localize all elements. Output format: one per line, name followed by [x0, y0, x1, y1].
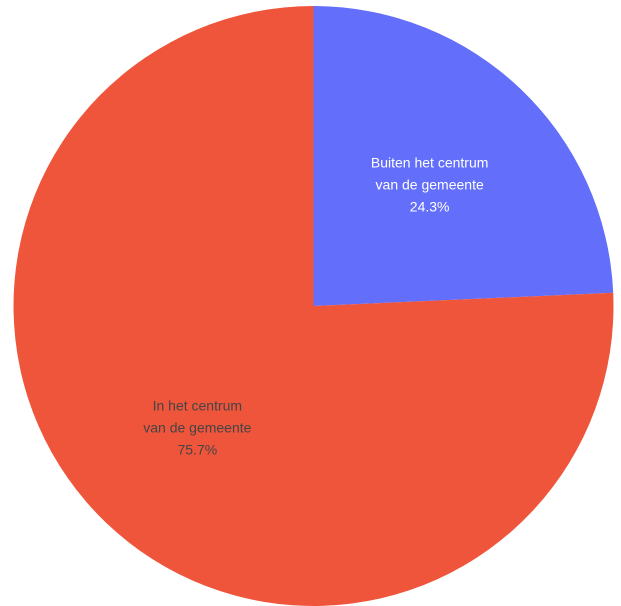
pie-slice-2: [13, 6, 614, 606]
pie-slice-1: [313, 6, 614, 306]
slice-category-label: Buiten het centrum: [371, 155, 489, 171]
slice-category-label: van de gemeente: [376, 177, 484, 193]
pie-slice-label-1: Buiten het centrum van de gemeente 24.3%: [371, 155, 489, 215]
slice-value-label: 24.3%: [410, 199, 450, 215]
slice-value-label: 75.7%: [177, 441, 217, 457]
slice-category-label: In het centrum: [153, 397, 243, 413]
pie-labels: Buiten het centrum van de gemeente 24.3% In…: [143, 155, 488, 458]
pie-slices: [13, 6, 614, 606]
slice-category-label: van de gemeente: [143, 419, 251, 435]
pie-slice-label-2: In het centrum van de gemeente 75.7%: [143, 397, 251, 457]
